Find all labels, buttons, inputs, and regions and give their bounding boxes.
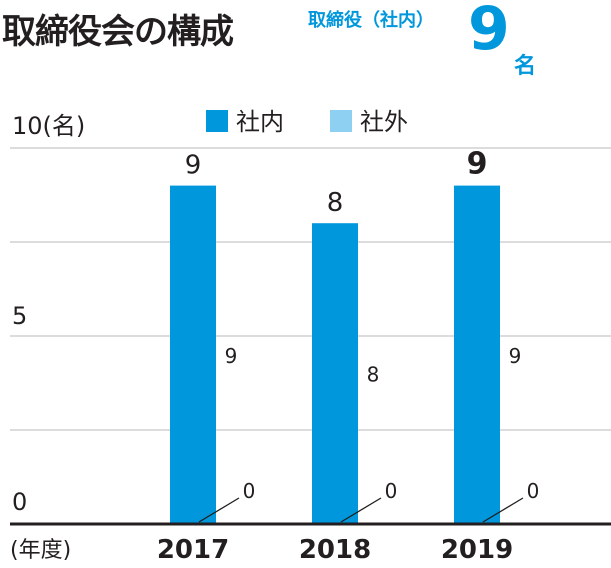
y-tick-label: 0	[12, 488, 27, 516]
x-axis-unit: (年度)	[10, 538, 71, 563]
bar-total-label: 8	[327, 188, 344, 218]
legend-swatch	[330, 110, 352, 132]
legend-label: 社内	[236, 108, 284, 136]
summary-label: 取締役（社内）	[308, 10, 434, 31]
bar-total-label: 9	[467, 147, 488, 182]
chart-title: 取締役会の構成	[2, 12, 234, 52]
x-tick-label: 2017	[157, 535, 229, 565]
bar-segment-label: 9	[225, 344, 238, 368]
leader-line	[198, 497, 240, 523]
legend-label: 社外	[360, 108, 408, 136]
bar	[170, 185, 216, 524]
legend-swatch	[206, 110, 228, 132]
leader-line	[340, 497, 382, 523]
outer-value-label: 0	[527, 479, 540, 503]
summary-unit: 名	[514, 54, 537, 79]
bar	[312, 223, 358, 524]
bar-segment-label: 8	[367, 363, 380, 387]
bar-total-label: 9	[185, 151, 202, 181]
y-axis-unit: 10(名)	[12, 112, 85, 140]
y-tick-label: 5	[12, 302, 27, 330]
leader-line	[482, 497, 524, 523]
x-tick-label: 2018	[299, 535, 371, 565]
x-tick-label: 2019	[441, 535, 513, 565]
outer-value-label: 0	[243, 479, 256, 503]
bar-segment-label: 9	[509, 344, 522, 368]
summary-value: 9	[468, 0, 510, 64]
outer-value-label: 0	[385, 479, 398, 503]
bar	[454, 185, 500, 524]
